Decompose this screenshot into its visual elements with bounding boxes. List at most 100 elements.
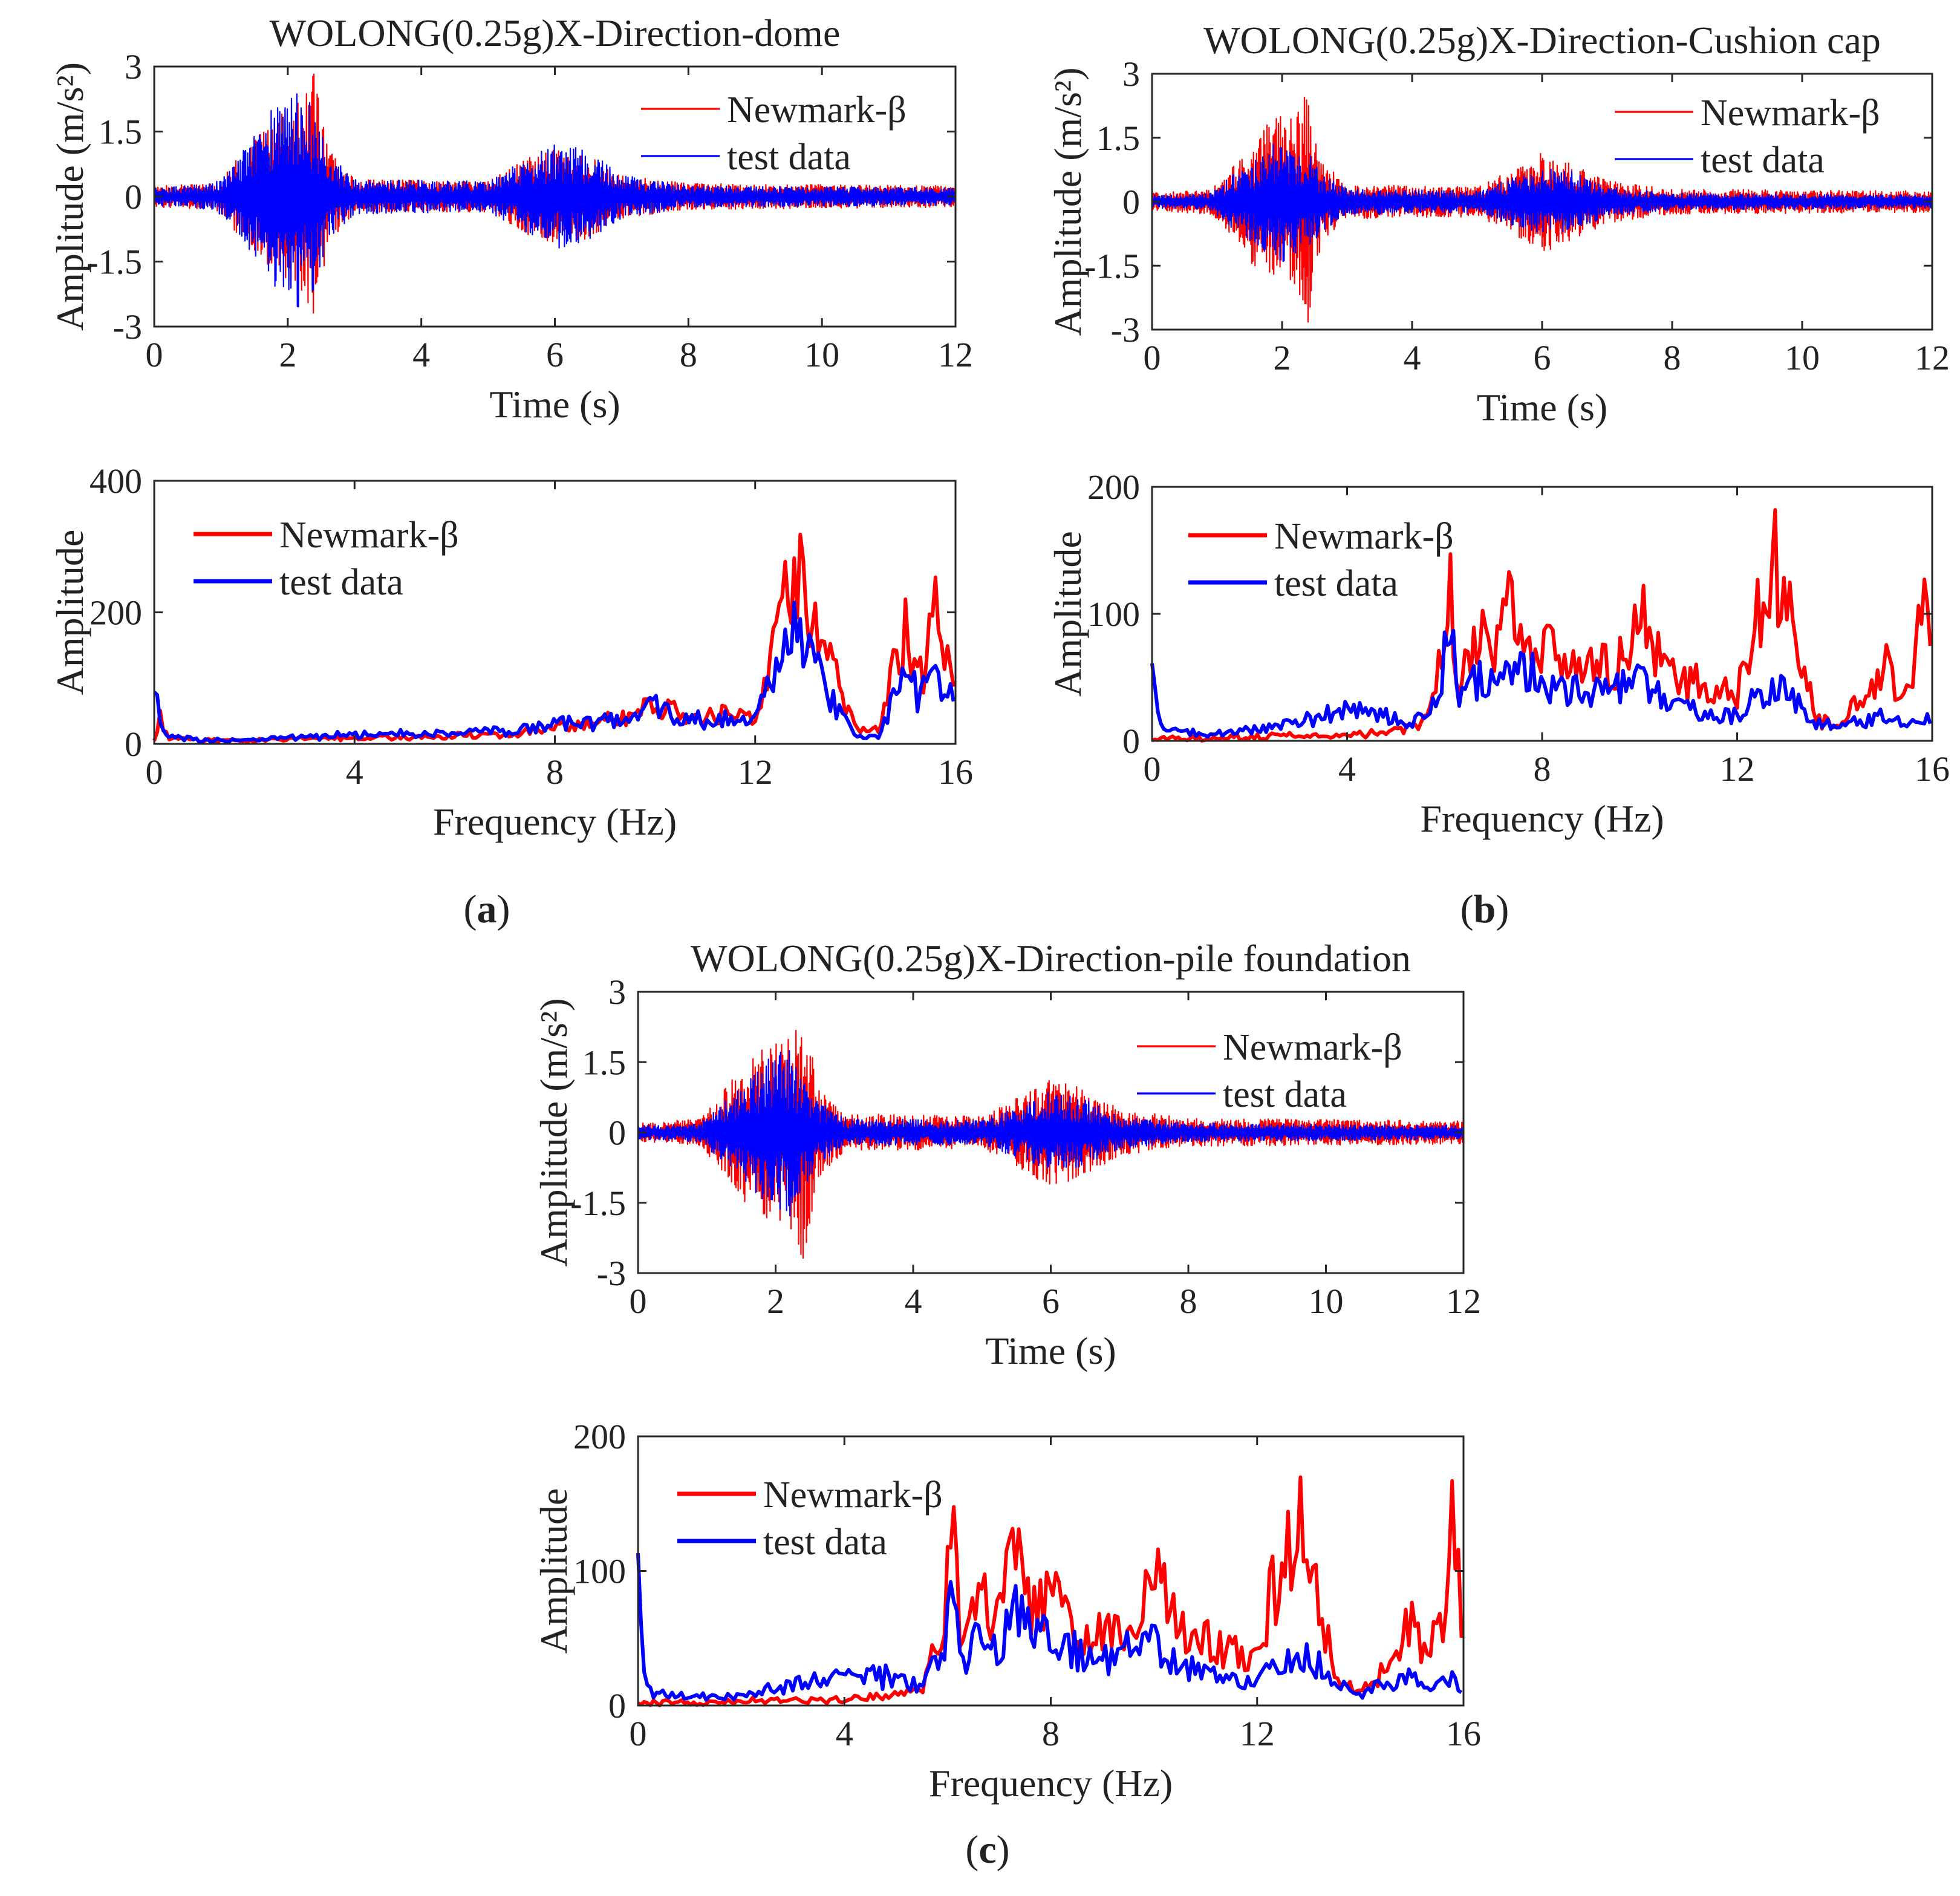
legend-label-test-data: test data [279,562,403,603]
y-tick-label: 200 [573,1417,626,1456]
y-tick-label: 3 [125,47,142,86]
x-tick-label: 4 [836,1714,853,1753]
x-tick-label: 2 [279,335,296,374]
axes-box [1151,486,1933,742]
chart-title: WOLONG(0.25g)X-Direction-pile foundation [691,937,1411,980]
y-tick-label: -1.5 [570,1184,626,1223]
y-tick-label: 0 [1122,722,1140,761]
legend-label-test-data: test data [1223,1074,1347,1115]
x-axis-label: Time (s) [489,383,620,426]
x-tick-label: 4 [346,752,363,792]
y-tick-label: 1.5 [582,1043,627,1082]
x-tick-label: 4 [412,335,430,374]
x-tick-label: 6 [1042,1282,1060,1321]
x-tick-label: 8 [1534,749,1551,789]
x-tick-label: 12 [738,752,773,792]
x-tick-label: 16 [938,752,973,792]
x-tick-label: 4 [905,1282,922,1321]
panel-b-time: 0 2 4 6 8 10 12 -3 -1.5 0 1.5 3 Time (s) Amplitude (m… [1046,19,1950,429]
y-tick-label: 1.5 [99,112,143,152]
y-axis-label: Amplitude (m/s²) [1046,67,1089,336]
caption-b: (b) [1460,887,1509,931]
series-line-test-data [153,93,957,308]
caption-c: (c) [965,1828,1009,1872]
caption-a: (a) [464,887,510,931]
x-tick-label: 2 [1274,338,1291,377]
series-line-test-data [636,1552,1463,1702]
y-tick-label: -1.5 [1084,246,1140,285]
x-tick-label: 2 [767,1282,784,1321]
x-tick-label: 16 [1915,749,1950,789]
axes-box [637,1435,1465,1707]
series-line-newmark [1151,96,1933,323]
y-axis-label: Amplitude (m/s²) [48,62,91,331]
series-line-newmark [637,1475,1463,1707]
panel-c-freq: 0 4 8 12 16 0 100 200 Frequency (Hz) Amplitude New… [532,1417,1481,1805]
x-tick-label: 10 [804,335,839,374]
x-tick-label: 8 [1180,1282,1197,1321]
y-axis-label: Amplitude [532,1488,575,1654]
legend-label-newmark: Newmark-β [1274,516,1454,557]
x-tick-label: 10 [1785,338,1820,377]
x-tick-label: 16 [1446,1714,1481,1753]
x-tick-label: 10 [1309,1282,1344,1321]
y-tick-label: -3 [113,307,142,347]
chart-title: WOLONG(0.25g)X-Direction-Cushion cap [1203,19,1881,62]
y-tick-label: 200 [90,593,142,633]
series-line-test-data [152,601,956,744]
y-tick-label: 100 [573,1552,626,1591]
y-tick-label: -3 [597,1254,626,1293]
series-line-test-data [1151,143,1933,262]
y-axis-label: Amplitude (m/s²) [532,998,575,1266]
series-line-test-data [637,1050,1465,1217]
x-tick-label: 8 [1042,1714,1060,1753]
y-tick-label: 100 [1087,595,1140,634]
y-tick-label: -1.5 [86,243,142,282]
legend-label-test-data: test data [1701,140,1825,181]
legend-label-newmark: Newmark-β [1701,93,1880,134]
x-tick-label: 0 [146,752,163,792]
legend-label-newmark: Newmark-β [727,90,907,131]
x-axis-label: Time (s) [985,1329,1116,1372]
legend-label-newmark: Newmark-β [1223,1027,1402,1068]
x-tick-label: 0 [1144,749,1161,789]
x-tick-label: 6 [546,335,564,374]
x-axis-label: Frequency (Hz) [929,1762,1173,1805]
x-tick-label: 12 [1720,749,1755,789]
x-tick-label: 8 [680,335,697,374]
x-tick-label: 4 [1338,749,1356,789]
y-tick-label: 200 [1087,467,1140,507]
y-axis-label: Amplitude [1046,531,1089,697]
legend-label-test-data: test data [763,1522,887,1563]
x-tick-label: 0 [146,335,163,374]
panel-c-time: 0 2 4 6 8 10 12 -3 -1.5 0 1.5 3 Time (s) Amplitude (m… [532,937,1481,1372]
x-tick-label: 12 [1446,1282,1481,1321]
x-tick-label: 12 [1240,1714,1275,1753]
y-tick-label: 0 [125,725,142,764]
y-tick-label: 0 [125,177,142,217]
series-line-newmark [1151,508,1932,743]
legend-label-test-data: test data [1274,563,1398,604]
x-tick-label: 0 [1144,338,1161,377]
panel-b-freq: 0 4 8 12 16 0 100 200 Frequency (Hz) Amplitude New… [1046,467,1950,840]
panel-a-freq: 0 4 8 12 16 0 200 400 Frequency (Hz) Amplitude New… [48,461,973,843]
y-tick-label: 400 [90,461,142,501]
x-tick-label: 12 [938,335,973,374]
x-axis-label: Frequency (Hz) [433,800,677,843]
y-axis-label: Amplitude [48,530,91,696]
x-tick-label: 0 [630,1282,647,1321]
legend-label-newmark: Newmark-β [763,1474,943,1516]
chart-title: WOLONG(0.25g)X-Direction-dome [270,11,841,54]
x-tick-label: 8 [1664,338,1681,377]
y-tick-label: 3 [608,972,626,1012]
legend-label-newmark: Newmark-β [279,515,459,556]
series-line-test-data [1150,628,1932,739]
x-tick-label: 0 [630,1714,647,1753]
x-tick-label: 4 [1404,338,1421,377]
x-tick-label: 8 [546,752,564,792]
y-tick-label: 3 [1122,54,1140,94]
y-tick-label: 0 [1122,183,1140,222]
legend-label-test-data: test data [727,137,851,178]
x-tick-label: 6 [1534,338,1551,377]
